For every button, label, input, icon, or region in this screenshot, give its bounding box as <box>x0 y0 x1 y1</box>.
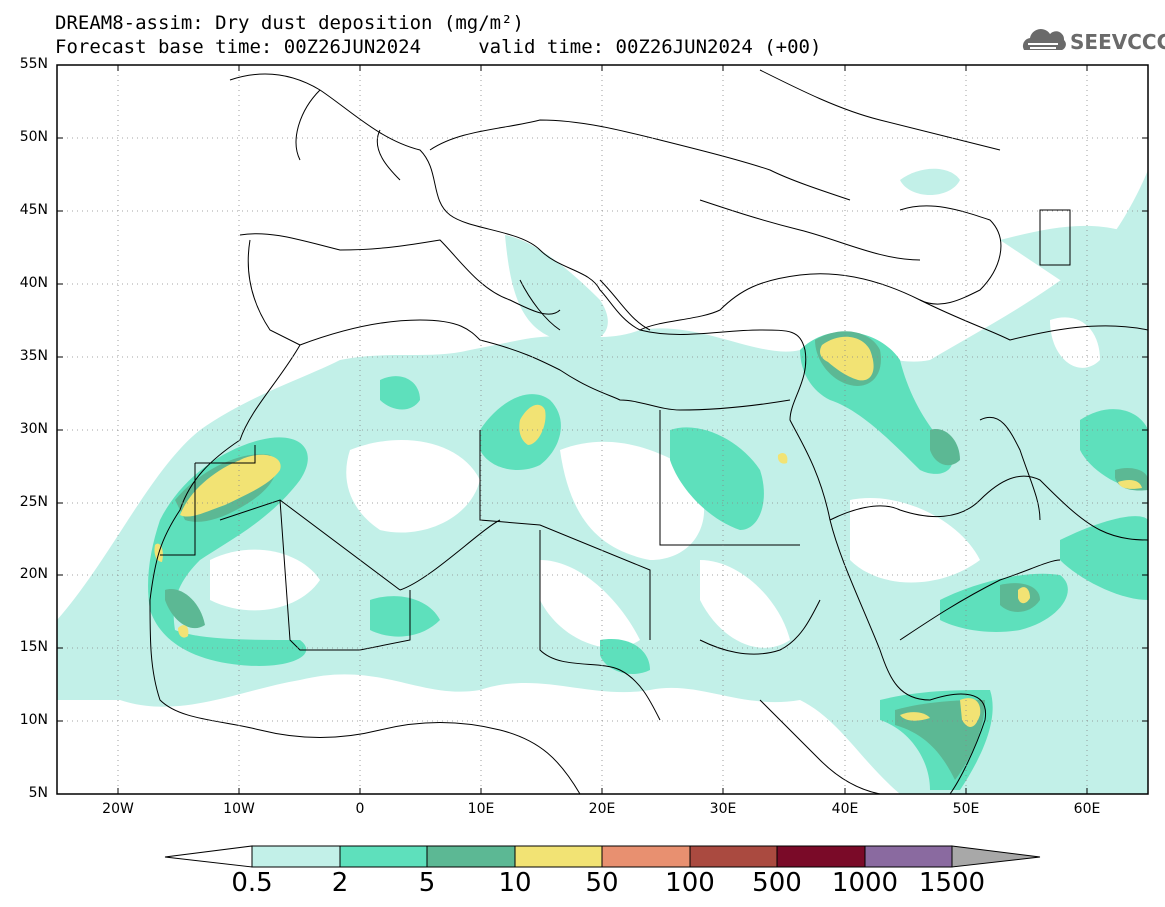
colorbar-label: 1500 <box>918 868 986 898</box>
lon-label: 50E <box>952 801 980 817</box>
colorbar-label: 0.5 <box>231 868 273 898</box>
lon-label: 30E <box>709 801 737 817</box>
cloud-icon <box>1022 29 1066 50</box>
colorbar-label: 10 <box>498 868 532 898</box>
lat-label: 35N <box>19 348 48 364</box>
lon-label: 10E <box>467 801 495 817</box>
lat-label: 10N <box>19 712 48 728</box>
colorbar-label: 2 <box>331 868 349 898</box>
lat-label: 15N <box>19 639 48 655</box>
lat-label: 40N <box>19 275 48 291</box>
lat-label: 50N <box>19 129 48 145</box>
colorbar <box>164 845 1041 868</box>
lat-label: 5N <box>28 785 48 801</box>
lat-label: 20N <box>19 566 48 582</box>
colorbar-label: 100 <box>665 868 715 898</box>
colorbar-label: 500 <box>752 868 802 898</box>
lon-label: 40E <box>831 801 859 817</box>
lon-label: 60E <box>1073 801 1101 817</box>
colorbar-label: 1000 <box>831 868 899 898</box>
lon-label: 10W <box>223 801 255 817</box>
lat-label: 55N <box>19 56 48 72</box>
logo-text: SEEVCCC <box>1070 30 1165 54</box>
colorbar-label: 5 <box>418 868 436 898</box>
map-title: DREAM8-assim: Dry dust deposition (mg/m²… <box>55 12 524 34</box>
colorbar-label: 50 <box>585 868 619 898</box>
lon-label: 0 <box>355 801 365 817</box>
lat-label: 45N <box>19 202 48 218</box>
map-subtitle-times: Forecast base time: 00Z26JUN2024 valid t… <box>55 36 822 58</box>
lon-label: 20E <box>588 801 616 817</box>
lon-label: 20W <box>102 801 134 817</box>
lat-label: 25N <box>19 494 48 510</box>
lat-label: 30N <box>19 421 48 437</box>
